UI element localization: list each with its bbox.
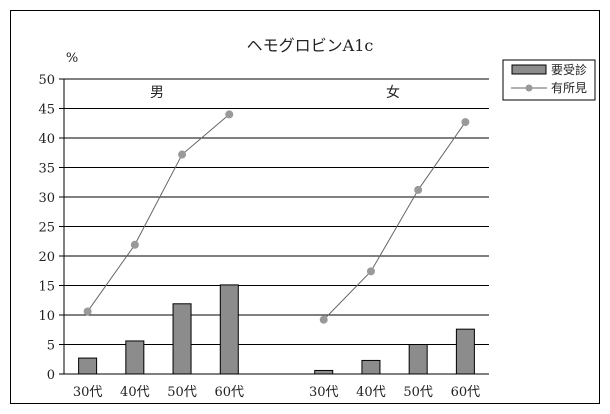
bar — [172, 303, 192, 375]
y-axis-label: % — [66, 51, 78, 66]
y-tick-label: 40 — [38, 132, 55, 147]
legend: 要受診 有所見 — [502, 59, 596, 101]
line-series — [83, 110, 470, 324]
legend-bar-swatch — [511, 64, 547, 75]
y-tick-label: 25 — [38, 221, 55, 236]
chart-title: ヘモグロビンA1c — [247, 36, 374, 55]
gridlines — [59, 78, 489, 375]
line-point — [83, 307, 92, 316]
bar — [219, 284, 239, 375]
x-tick-label: 30代 — [73, 385, 103, 400]
y-tick-label: 10 — [38, 309, 55, 324]
bar — [314, 369, 334, 375]
y-tick-label: 5 — [47, 339, 55, 354]
line-point — [366, 267, 375, 276]
x-tick-label: 40代 — [120, 385, 150, 400]
y-tick-label: 30 — [38, 191, 55, 206]
bar — [408, 344, 428, 375]
group-label-male: 男 — [150, 85, 164, 101]
y-tick-label: 0 — [47, 368, 55, 383]
x-tick-label: 30代 — [309, 385, 339, 400]
y-tick-label: 20 — [38, 250, 55, 265]
line-point — [130, 240, 139, 249]
line-point — [178, 150, 187, 159]
line-point — [414, 185, 423, 194]
y-tick-label: 35 — [38, 162, 55, 177]
legend-marker-swatch — [525, 84, 533, 92]
x-tick-labels: 30代 40代 50代 60代 30代 40代 50代 60代 — [73, 385, 480, 400]
x-tick-label: 60代 — [451, 385, 481, 400]
bar — [361, 359, 381, 375]
x-tick-label: 50代 — [403, 385, 433, 400]
line-point — [319, 315, 328, 324]
x-tick-label: 50代 — [167, 385, 197, 400]
line-point — [225, 110, 234, 119]
x-tick-label: 60代 — [215, 385, 245, 400]
bar — [78, 357, 98, 375]
bar — [125, 340, 145, 375]
bar-series — [78, 284, 475, 375]
x-tick-label: 40代 — [356, 385, 386, 400]
group-label-female: 女 — [386, 84, 400, 101]
y-tick-label: 50 — [38, 73, 55, 88]
chart-frame — [10, 10, 600, 404]
series-line — [323, 121, 466, 321]
legend-label-line: 有所見 — [551, 81, 587, 95]
y-tick-labels: 0 5 10 15 20 25 30 35 40 45 50 — [38, 73, 55, 383]
series-line — [87, 114, 230, 312]
y-tick-label: 15 — [38, 280, 55, 295]
legend-label-bar: 要受診 — [551, 62, 587, 77]
bar — [455, 328, 475, 375]
y-tick-label: 45 — [38, 103, 55, 118]
line-point — [461, 118, 470, 127]
